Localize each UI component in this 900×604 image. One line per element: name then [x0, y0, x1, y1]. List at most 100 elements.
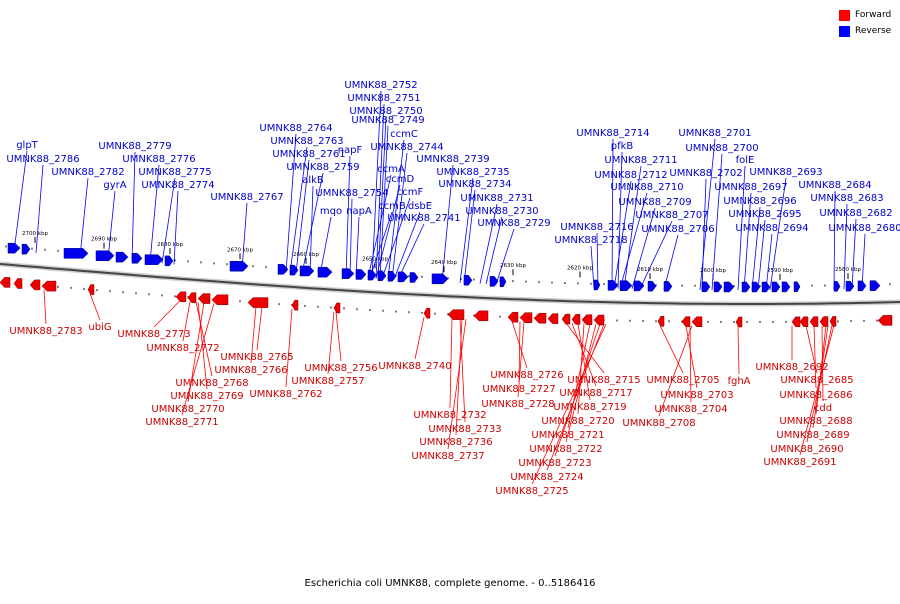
scale-tick-label: 2680 kbp	[157, 242, 183, 248]
forward-label-leader	[43, 289, 47, 325]
forward-label-leader	[799, 325, 835, 456]
reverse-gene-label: UMNK88_2744	[370, 142, 443, 153]
reverse-gene-label: ccmA	[377, 164, 405, 175]
reverse-gene	[289, 264, 299, 276]
forward-gene	[187, 292, 197, 303]
forward-gene-label: UMNK88_2771	[145, 417, 218, 428]
forward-gene-label: UMNK88_2703	[660, 390, 733, 401]
forward-gene	[657, 316, 665, 327]
scale-tick-label: 2580 kbp	[835, 267, 861, 273]
reverse-gene-label: UMNK88_2693	[749, 167, 822, 178]
forward-gene-label: UMNK88_2720	[541, 416, 614, 427]
reverse-gene-label: UMNK88_2706	[641, 224, 714, 235]
forward-label-leader	[577, 323, 591, 401]
reverse-label-leader	[851, 218, 857, 290]
forward-gene-label: UMNK88_2766	[214, 365, 287, 376]
reverse-gene-label: UMNK88_2683	[810, 193, 883, 204]
reverse-gene	[409, 272, 419, 283]
reverse-gene-label: UMNK88_2776	[122, 154, 195, 165]
reverse-label-leader	[13, 150, 28, 252]
forward-label-leader	[517, 321, 525, 398]
legend-forward-label: Forward	[855, 10, 892, 20]
reverse-label-leader	[369, 211, 393, 279]
reverse-label-leader	[377, 116, 387, 279]
forward-gene	[197, 293, 211, 304]
forward-gene-label: UMNK88_2723	[518, 458, 591, 469]
reverse-gene-label: UMNK88_2739	[416, 154, 489, 165]
reverse-label-leader	[701, 178, 707, 290]
forward-label-leader	[659, 325, 684, 374]
forward-label-leader	[737, 325, 740, 375]
forward-gene	[877, 315, 893, 326]
reverse-label-leader	[367, 174, 392, 278]
forward-gene	[809, 316, 819, 327]
forward-gene-label: UMNK88_2719	[553, 402, 626, 413]
reverse-label-leader	[355, 216, 360, 278]
reverse-label-leader	[391, 152, 408, 280]
forward-gene-label: UMNK88_2756	[304, 363, 377, 374]
reverse-gene-label: mqo	[320, 206, 342, 217]
reverse-label-leader	[397, 223, 425, 280]
reverse-label-leader	[769, 177, 787, 291]
forward-gene	[87, 284, 95, 295]
reverse-gene-label: UMNK88_2714	[576, 128, 649, 139]
reverse-label-leader	[613, 180, 632, 289]
reverse-gene	[761, 281, 771, 293]
reverse-gene	[593, 279, 601, 291]
scale-tick-label: 2650 kbp	[362, 256, 388, 262]
forward-gene-label: UMNK88_2691	[763, 457, 836, 468]
reverse-gene-label: alkB	[302, 175, 324, 186]
reverse-gene-label: UMNK88_2701	[678, 128, 751, 139]
reverse-label-leader	[107, 190, 116, 260]
forward-label-leader	[815, 325, 827, 415]
reverse-gene	[489, 276, 499, 287]
reverse-gene-label: napF	[338, 145, 363, 156]
backbone-core	[0, 263, 900, 305]
forward-gene-label: UMNK88_2688	[779, 416, 852, 427]
reverse-gene	[7, 242, 21, 254]
reverse-label-leader	[393, 211, 421, 280]
reverse-label-leader	[617, 151, 623, 289]
forward-gene	[247, 297, 269, 308]
forward-gene	[533, 312, 547, 324]
reverse-gene-label: UMNK88_2695	[728, 209, 801, 220]
reverse-gene-label: pfkB	[611, 141, 634, 152]
reverse-gene	[633, 280, 645, 292]
reverse-gene	[647, 280, 657, 292]
reverse-label-leader	[663, 234, 679, 290]
reverse-gene	[751, 281, 761, 293]
reverse-gene-label: UMNK88_2697	[714, 182, 787, 193]
forward-gene-label: UMNK88_2686	[779, 390, 852, 401]
reverse-gene-label: UMNK88_2682	[819, 208, 892, 219]
forward-gene-label: UMNK88_2737	[411, 451, 484, 462]
forward-gene-label: fghA	[727, 376, 750, 387]
forward-gene	[423, 307, 431, 319]
reverse-label-leader	[371, 90, 382, 279]
forward-label-leader	[182, 301, 191, 342]
reverse-gene	[63, 248, 89, 259]
reverse-gene-label: ccmD	[386, 174, 415, 185]
forward-label-leader	[455, 318, 463, 436]
reverse-label-leader	[319, 216, 332, 275]
reverse-gene	[741, 281, 751, 293]
reverse-label-leader	[161, 177, 176, 264]
forward-gene	[507, 311, 519, 323]
reverse-label-leader	[441, 164, 454, 282]
reverse-label-leader	[345, 155, 351, 277]
reverse-gene-label: UMNK88_2734	[438, 179, 511, 190]
forward-gene-label: UMNK88_2708	[622, 418, 695, 429]
forward-gene-label: UMNK88_2772	[146, 343, 219, 354]
reverse-gene	[341, 268, 355, 279]
forward-gene-label: UMNK88_2770	[151, 404, 224, 415]
scale-tick-label: 2640 kbp	[431, 260, 457, 266]
forward-gene	[571, 314, 581, 325]
scale-tick-label: 2700 kbp	[22, 231, 48, 237]
reverse-label-leader	[35, 164, 44, 254]
reverse-gene-label: glpT	[16, 140, 38, 151]
reverse-gene-label: UMNK88_2741	[387, 213, 460, 224]
reverse-gene	[431, 273, 449, 285]
forward-gene-label: UMNK88_2724	[510, 472, 583, 483]
reverse-gene-label: UMNK88_2751	[347, 93, 420, 104]
reverse-gene	[499, 276, 507, 288]
